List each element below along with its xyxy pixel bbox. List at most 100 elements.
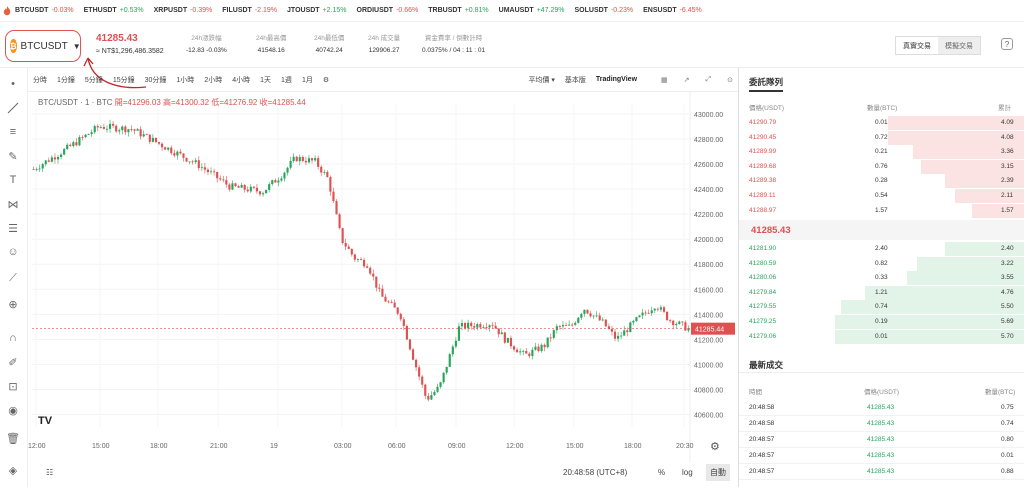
depth-bar — [835, 315, 1024, 329]
candle-body — [369, 267, 372, 274]
candle-body — [56, 156, 60, 160]
horizontal-lines-icon[interactable]: ≡ — [9, 126, 17, 138]
bid-row[interactable]: 41279.25 0.19 5.69 — [739, 315, 1024, 329]
grid-icon[interactable]: ▦ — [661, 76, 668, 84]
auto-toggle[interactable]: 自動 — [706, 464, 730, 481]
chart-toolbar-item[interactable]: 分時 — [33, 76, 47, 84]
bid-row[interactable]: 41280.06 0.33 3.55 — [739, 271, 1024, 286]
candle-body — [476, 324, 479, 328]
trendline-icon[interactable] — [5, 100, 21, 116]
candle-body — [632, 321, 635, 323]
bid-row[interactable]: 41279.55 0.74 5.50 — [739, 300, 1024, 315]
log-toggle[interactable]: log — [682, 468, 693, 477]
camera-icon[interactable]: ⊙ — [727, 76, 733, 84]
percent-toggle[interactable]: % — [658, 468, 666, 477]
help-icon[interactable]: ? — [1001, 38, 1013, 50]
layers-icon[interactable]: ◈ — [8, 464, 18, 477]
ask-row[interactable]: 41290.79 0.01 4.09 — [739, 116, 1024, 130]
bid-row[interactable]: 41281.90 2.40 2.40 — [739, 242, 1024, 256]
ticker-item[interactable]: UMAUSDT +47.29% — [499, 7, 565, 14]
brush-icon[interactable]: ✎ — [8, 150, 18, 163]
price-chart[interactable]: 43000.00 42800.00 42600.00 42400.00 42200.00… — [28, 92, 738, 462]
bid-row[interactable]: 41279.84 1.21 4.76 — [739, 285, 1024, 300]
row-qty: 1.21 — [875, 288, 888, 296]
bid-row[interactable]: 41279.06 0.01 5.70 — [739, 329, 1024, 344]
candle-body — [463, 323, 467, 329]
chart-toolbar-item[interactable]: 1天 — [260, 76, 272, 84]
ticker-item[interactable]: SOLUSDT -0.23% — [575, 7, 634, 14]
chart-toolbar-item[interactable]: 15分鐘 — [112, 76, 135, 84]
depth-bar — [888, 116, 1024, 130]
chart-toolbar-item[interactable]: 5分鐘 — [84, 76, 103, 84]
ask-row[interactable]: 41290.45 0.72 4.08 — [739, 130, 1024, 145]
ticker-item[interactable]: BTCUSDT -0.03% — [15, 7, 74, 14]
candle-body — [320, 166, 323, 173]
candle-body — [546, 337, 549, 348]
lock-icon[interactable]: ⊡ — [8, 380, 18, 393]
ticker-item[interactable]: XRPUSDT -0.39% — [154, 7, 213, 14]
row-price: 41279.55 — [749, 303, 777, 311]
chart-toolbar-item[interactable]: 平均價 ▾ — [528, 76, 555, 84]
ticker-item[interactable]: ENSUSDT -6.45% — [643, 7, 702, 14]
ask-row[interactable]: 41289.38 0.28 2.39 — [739, 174, 1024, 189]
ticker-item[interactable]: FILUSDT -2.19% — [222, 7, 277, 14]
row-qty: 0.72 — [875, 133, 888, 141]
magnet-icon[interactable]: ∩ — [9, 332, 17, 344]
candle-body — [672, 320, 675, 326]
pencil-lock-icon[interactable]: ✐ — [8, 356, 18, 369]
candle-body — [396, 307, 399, 314]
trade-time: 20:48:58 — [749, 404, 775, 411]
chart-toolbar-item[interactable]: 4小時 — [232, 76, 251, 84]
chart-toolbar-item[interactable]: 30分鐘 — [144, 76, 167, 84]
stat-block: 24h最低價 40742.24 — [314, 32, 344, 54]
chart-toolbar-item[interactable]: 2小時 — [204, 76, 223, 84]
eye-icon[interactable]: ◉ — [8, 404, 18, 417]
chart-canvas[interactable]: 43000.00 42800.00 42600.00 42400.00 42200.00… — [28, 92, 738, 462]
settings-icon[interactable]: ⚙ — [710, 441, 720, 453]
chart-toolbar-item[interactable]: ⚙ — [322, 76, 330, 84]
bid-row[interactable]: 41280.59 0.82 3.22 — [739, 256, 1024, 271]
trade-row: 20:48:57 41285.43 0.01 — [739, 448, 1024, 464]
market-header: ₿ BTCUSDT ▼ 41285.43 ≈ NT$1,296,486.3582… — [0, 22, 1024, 89]
pattern-icon[interactable]: ⋈ — [7, 198, 19, 211]
ask-row[interactable]: 41289.99 0.21 3.36 — [739, 145, 1024, 160]
col-qty: 數量(BTC) — [867, 105, 898, 112]
ticker-item[interactable]: ETHUSDT +0.53% — [84, 7, 144, 14]
candle-body — [139, 129, 142, 137]
ask-row[interactable]: 41289.68 0.76 3.15 — [739, 159, 1024, 174]
chart-toolbar-item[interactable]: 基本版 — [564, 76, 586, 84]
legend-open: 開=41296.03 — [114, 98, 161, 107]
emoji-icon[interactable]: ☺ — [7, 246, 19, 258]
symbol-selector[interactable]: ₿ BTCUSDT ▼ — [5, 30, 81, 62]
sim-trade-button[interactable]: 模擬交易 — [938, 37, 980, 54]
ticker-item[interactable]: JTOUSDT +2.15% — [287, 7, 346, 14]
text-tool-icon[interactable]: T — [9, 174, 17, 186]
candle-body — [574, 322, 577, 325]
crosshair-icon[interactable]: • — [11, 78, 15, 90]
fib-icon[interactable]: ☰ — [8, 222, 18, 235]
chart-toolbar-item[interactable]: TradingView — [595, 76, 638, 83]
external-icon[interactable]: ↗ — [683, 76, 690, 84]
trash-icon[interactable]: 🗑 — [6, 432, 20, 445]
chart-toolbar-item[interactable]: 1月 — [301, 76, 313, 84]
ask-row[interactable]: 41288.97 1.57 1.57 — [739, 203, 1024, 218]
ticker-item[interactable]: TRBUSDT +0.81% — [428, 7, 488, 14]
ruler-icon[interactable]: ⟋ — [9, 271, 17, 284]
ticker-item[interactable]: ORDIUSDT -0.66% — [357, 7, 419, 14]
zoom-icon[interactable]: ⊕ — [8, 298, 18, 311]
candle-body — [280, 178, 283, 181]
stat-value: 40742.24 — [315, 47, 343, 54]
chart-toolbar-item[interactable]: 1分鐘 — [57, 76, 75, 84]
candle-body — [53, 157, 57, 160]
x-tick-label: 15:00 — [92, 443, 110, 450]
chart-toolbar-item[interactable]: 1週 — [281, 76, 292, 84]
ticker-change: -0.03% — [51, 7, 74, 14]
chart-toolbar-item[interactable]: 1小時 — [176, 76, 195, 84]
real-trade-button[interactable]: 真實交易 — [896, 37, 938, 54]
fullscreen-icon[interactable]: ⤢ — [705, 75, 712, 83]
y-tick-label: 40800.00 — [694, 387, 723, 394]
ask-row[interactable]: 41289.11 0.54 2.11 — [739, 189, 1024, 203]
candle-body — [170, 147, 173, 154]
calendar-icon[interactable]: ☷ — [46, 468, 54, 477]
candle-body — [344, 242, 347, 247]
